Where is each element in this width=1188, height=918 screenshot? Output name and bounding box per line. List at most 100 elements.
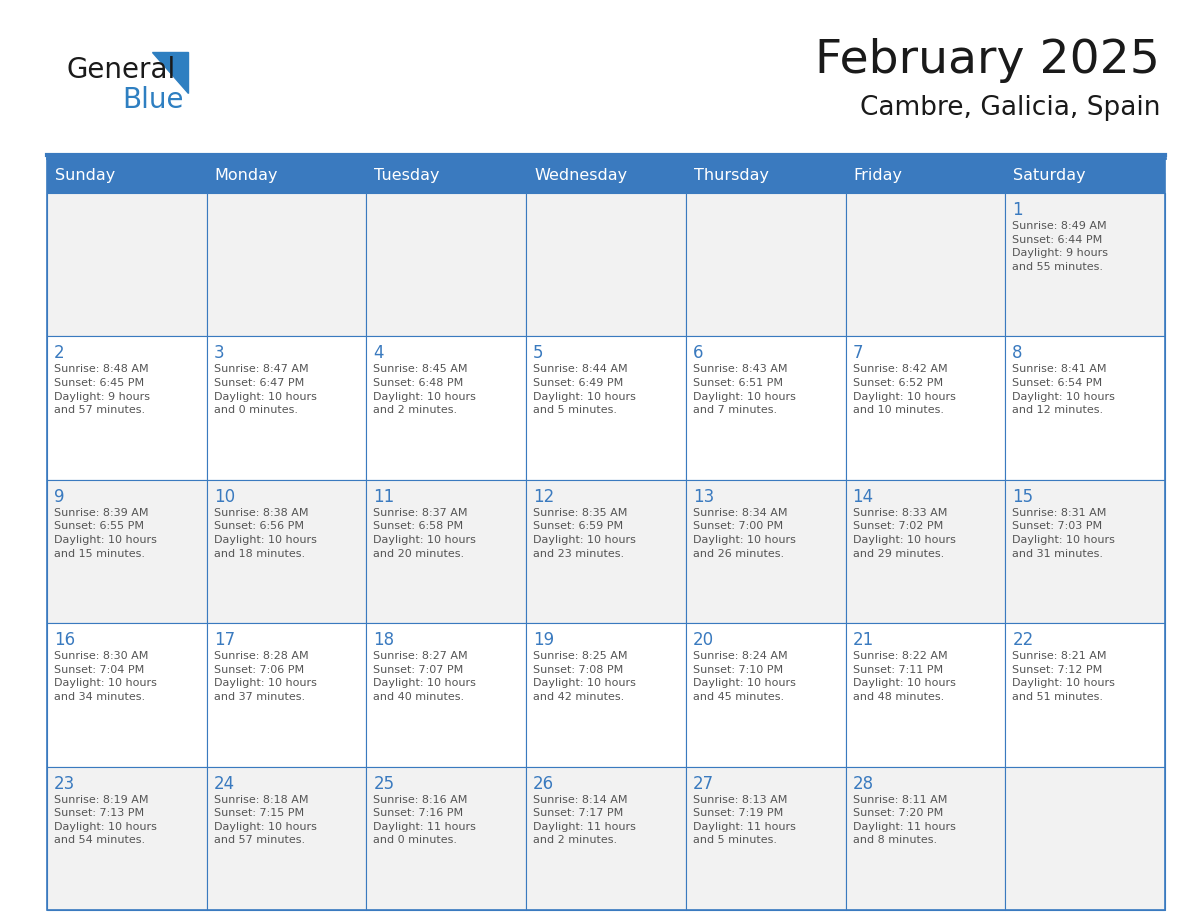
Text: 4: 4	[373, 344, 384, 363]
Text: 2: 2	[53, 344, 64, 363]
Text: Sunrise: 8:35 AM
Sunset: 6:59 PM
Daylight: 10 hours
and 23 minutes.: Sunrise: 8:35 AM Sunset: 6:59 PM Dayligh…	[533, 508, 636, 558]
Text: February 2025: February 2025	[815, 38, 1159, 83]
Bar	[366, 767, 526, 910]
Text: 13: 13	[693, 487, 714, 506]
Text: 8: 8	[1012, 344, 1023, 363]
Bar	[207, 193, 366, 336]
Bar	[207, 336, 366, 480]
Text: Sunrise: 8:30 AM
Sunset: 7:04 PM
Daylight: 10 hours
and 34 minutes.: Sunrise: 8:30 AM Sunset: 7:04 PM Dayligh…	[53, 651, 157, 702]
Text: Sunrise: 8:42 AM
Sunset: 6:52 PM
Daylight: 10 hours
and 10 minutes.: Sunrise: 8:42 AM Sunset: 6:52 PM Dayligh…	[853, 364, 955, 415]
Bar	[846, 336, 1005, 480]
Bar	[366, 193, 526, 336]
Text: Sunrise: 8:24 AM
Sunset: 7:10 PM
Daylight: 10 hours
and 45 minutes.: Sunrise: 8:24 AM Sunset: 7:10 PM Dayligh…	[693, 651, 796, 702]
Bar	[846, 158, 1005, 193]
Bar	[1005, 336, 1165, 480]
Bar	[366, 336, 526, 480]
Bar	[207, 623, 366, 767]
Text: Sunrise: 8:34 AM
Sunset: 7:00 PM
Daylight: 10 hours
and 26 minutes.: Sunrise: 8:34 AM Sunset: 7:00 PM Dayligh…	[693, 508, 796, 558]
Text: Tuesday: Tuesday	[374, 168, 440, 183]
Bar	[1005, 193, 1165, 336]
Text: 22: 22	[1012, 632, 1034, 649]
Text: 18: 18	[373, 632, 394, 649]
Text: 26: 26	[533, 775, 555, 792]
Bar	[366, 158, 526, 193]
Bar	[846, 193, 1005, 336]
Text: Sunrise: 8:25 AM
Sunset: 7:08 PM
Daylight: 10 hours
and 42 minutes.: Sunrise: 8:25 AM Sunset: 7:08 PM Dayligh…	[533, 651, 636, 702]
Text: 20: 20	[693, 632, 714, 649]
Bar	[366, 480, 526, 623]
Text: 24: 24	[214, 775, 235, 792]
Text: 15: 15	[1012, 487, 1034, 506]
Text: 12: 12	[533, 487, 555, 506]
Text: Blue: Blue	[122, 86, 183, 114]
Text: 16: 16	[53, 632, 75, 649]
Bar	[526, 336, 685, 480]
Text: Monday: Monday	[215, 168, 278, 183]
Bar	[526, 480, 685, 623]
Text: Sunrise: 8:28 AM
Sunset: 7:06 PM
Daylight: 10 hours
and 37 minutes.: Sunrise: 8:28 AM Sunset: 7:06 PM Dayligh…	[214, 651, 316, 702]
Bar	[846, 480, 1005, 623]
Text: Sunrise: 8:49 AM
Sunset: 6:44 PM
Daylight: 9 hours
and 55 minutes.: Sunrise: 8:49 AM Sunset: 6:44 PM Dayligh…	[1012, 221, 1108, 272]
Bar	[526, 158, 685, 193]
Bar	[685, 193, 846, 336]
Text: Sunrise: 8:13 AM
Sunset: 7:19 PM
Daylight: 11 hours
and 5 minutes.: Sunrise: 8:13 AM Sunset: 7:19 PM Dayligh…	[693, 795, 796, 845]
Bar	[207, 158, 366, 193]
Text: 3: 3	[214, 344, 225, 363]
Bar	[366, 623, 526, 767]
Text: 14: 14	[853, 487, 873, 506]
Text: 21: 21	[853, 632, 874, 649]
Text: 10: 10	[214, 487, 235, 506]
Text: General: General	[67, 56, 176, 84]
Text: Friday: Friday	[853, 168, 903, 183]
Text: 28: 28	[853, 775, 873, 792]
Text: Sunrise: 8:27 AM
Sunset: 7:07 PM
Daylight: 10 hours
and 40 minutes.: Sunrise: 8:27 AM Sunset: 7:07 PM Dayligh…	[373, 651, 476, 702]
Text: Sunrise: 8:19 AM
Sunset: 7:13 PM
Daylight: 10 hours
and 54 minutes.: Sunrise: 8:19 AM Sunset: 7:13 PM Dayligh…	[53, 795, 157, 845]
Bar	[207, 767, 366, 910]
Bar	[1005, 480, 1165, 623]
Bar	[685, 158, 846, 193]
Bar	[526, 767, 685, 910]
Text: Sunrise: 8:14 AM
Sunset: 7:17 PM
Daylight: 11 hours
and 2 minutes.: Sunrise: 8:14 AM Sunset: 7:17 PM Dayligh…	[533, 795, 636, 845]
Bar	[48, 158, 207, 193]
Text: 25: 25	[373, 775, 394, 792]
Text: Sunrise: 8:18 AM
Sunset: 7:15 PM
Daylight: 10 hours
and 57 minutes.: Sunrise: 8:18 AM Sunset: 7:15 PM Dayligh…	[214, 795, 316, 845]
Bar	[1005, 158, 1165, 193]
Text: 17: 17	[214, 632, 235, 649]
Text: Sunrise: 8:44 AM
Sunset: 6:49 PM
Daylight: 10 hours
and 5 minutes.: Sunrise: 8:44 AM Sunset: 6:49 PM Dayligh…	[533, 364, 636, 415]
Text: 23: 23	[53, 775, 75, 792]
Text: Sunrise: 8:16 AM
Sunset: 7:16 PM
Daylight: 11 hours
and 0 minutes.: Sunrise: 8:16 AM Sunset: 7:16 PM Dayligh…	[373, 795, 476, 845]
Bar	[48, 480, 207, 623]
Text: Cambre, Galicia, Spain: Cambre, Galicia, Spain	[859, 95, 1159, 121]
Text: Sunrise: 8:47 AM
Sunset: 6:47 PM
Daylight: 10 hours
and 0 minutes.: Sunrise: 8:47 AM Sunset: 6:47 PM Dayligh…	[214, 364, 316, 415]
Bar	[48, 767, 207, 910]
Text: 11: 11	[373, 487, 394, 506]
Text: Sunrise: 8:43 AM
Sunset: 6:51 PM
Daylight: 10 hours
and 7 minutes.: Sunrise: 8:43 AM Sunset: 6:51 PM Dayligh…	[693, 364, 796, 415]
Text: Sunrise: 8:22 AM
Sunset: 7:11 PM
Daylight: 10 hours
and 48 minutes.: Sunrise: 8:22 AM Sunset: 7:11 PM Dayligh…	[853, 651, 955, 702]
Bar	[526, 623, 685, 767]
Text: 7: 7	[853, 344, 862, 363]
Polygon shape	[152, 52, 188, 93]
Text: Sunrise: 8:39 AM
Sunset: 6:55 PM
Daylight: 10 hours
and 15 minutes.: Sunrise: 8:39 AM Sunset: 6:55 PM Dayligh…	[53, 508, 157, 558]
Bar	[846, 623, 1005, 767]
Text: Sunrise: 8:31 AM
Sunset: 7:03 PM
Daylight: 10 hours
and 31 minutes.: Sunrise: 8:31 AM Sunset: 7:03 PM Dayligh…	[1012, 508, 1116, 558]
Text: 9: 9	[53, 487, 64, 506]
Bar	[685, 480, 846, 623]
Text: Sunrise: 8:41 AM
Sunset: 6:54 PM
Daylight: 10 hours
and 12 minutes.: Sunrise: 8:41 AM Sunset: 6:54 PM Dayligh…	[1012, 364, 1116, 415]
Bar	[1005, 767, 1165, 910]
Text: Sunday: Sunday	[55, 168, 115, 183]
Text: Sunrise: 8:38 AM
Sunset: 6:56 PM
Daylight: 10 hours
and 18 minutes.: Sunrise: 8:38 AM Sunset: 6:56 PM Dayligh…	[214, 508, 316, 558]
Bar	[48, 158, 1165, 910]
Bar	[685, 336, 846, 480]
Text: Sunrise: 8:11 AM
Sunset: 7:20 PM
Daylight: 11 hours
and 8 minutes.: Sunrise: 8:11 AM Sunset: 7:20 PM Dayligh…	[853, 795, 955, 845]
Text: Sunrise: 8:48 AM
Sunset: 6:45 PM
Daylight: 9 hours
and 57 minutes.: Sunrise: 8:48 AM Sunset: 6:45 PM Dayligh…	[53, 364, 150, 415]
Bar	[48, 193, 207, 336]
Text: 6: 6	[693, 344, 703, 363]
Text: 5: 5	[533, 344, 544, 363]
Bar	[685, 623, 846, 767]
Text: Sunrise: 8:33 AM
Sunset: 7:02 PM
Daylight: 10 hours
and 29 minutes.: Sunrise: 8:33 AM Sunset: 7:02 PM Dayligh…	[853, 508, 955, 558]
Text: Sunrise: 8:37 AM
Sunset: 6:58 PM
Daylight: 10 hours
and 20 minutes.: Sunrise: 8:37 AM Sunset: 6:58 PM Dayligh…	[373, 508, 476, 558]
Bar	[846, 767, 1005, 910]
Text: Sunrise: 8:45 AM
Sunset: 6:48 PM
Daylight: 10 hours
and 2 minutes.: Sunrise: 8:45 AM Sunset: 6:48 PM Dayligh…	[373, 364, 476, 415]
Bar	[48, 336, 207, 480]
Text: 19: 19	[533, 632, 555, 649]
